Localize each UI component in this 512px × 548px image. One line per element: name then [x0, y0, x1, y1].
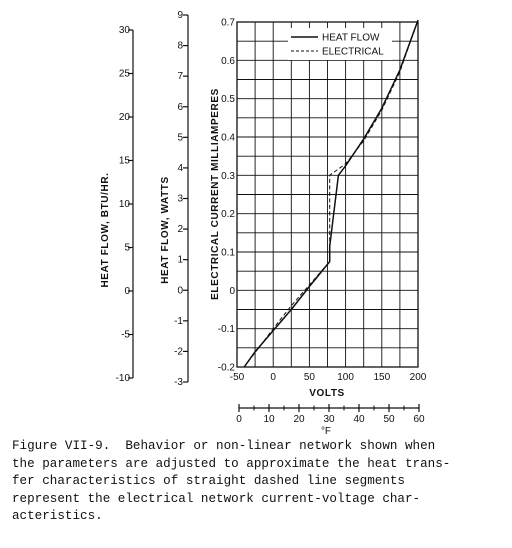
- btu-tick-label: -10: [116, 373, 131, 384]
- y-tick-label: 0.5: [221, 94, 235, 105]
- legend-label-electrical: ELECTRICAL: [322, 47, 384, 58]
- legend: HEAT FLOW ELECTRICAL: [288, 28, 392, 60]
- btu-tick-label: 30: [119, 25, 131, 36]
- watts-axis: 9 8 7 6 5 4 3 2 1 0 -1 -2 -3 HEAT FLOW, WATTS: [160, 10, 189, 388]
- watts-tick-label: -1: [174, 316, 183, 327]
- grid: [237, 22, 418, 367]
- y-tick-label: 0.1: [221, 248, 235, 259]
- y-tick-labels: -0.2 -0.1 0 0.1 0.2 0.3 0.4 0.5 0.6 0.7: [218, 18, 236, 374]
- watts-tick-label: 7: [177, 71, 183, 82]
- watts-tick-label: 0: [177, 285, 183, 296]
- watts-tick-label: 1: [177, 255, 183, 266]
- series-line-heat-flow: [243, 19, 419, 368]
- watts-tick-label: -2: [174, 346, 183, 357]
- legend-label-heat-flow: HEAT FLOW: [322, 33, 380, 44]
- btu-tick-label: 25: [119, 69, 131, 80]
- y-tick-label: -0.1: [218, 324, 236, 335]
- watts-tick-label: 3: [177, 194, 183, 205]
- btu-tick-label: -5: [121, 330, 130, 341]
- watts-axis-label: HEAT FLOW, WATTS: [160, 176, 171, 284]
- x-axis-label: VOLTS: [309, 388, 345, 399]
- series-line-electrical: [243, 19, 419, 368]
- fahrenheit-tick-label: 40: [353, 414, 365, 425]
- fahrenheit-axis-label: °F: [321, 426, 331, 437]
- x-tick-label: 50: [304, 372, 316, 383]
- watts-tick-label: -3: [174, 377, 183, 388]
- y-tick-label: 0.7: [221, 18, 235, 29]
- btu-axis-label: HEAT FLOW, BTU/HR.: [100, 172, 111, 287]
- btu-tick-label: 15: [119, 156, 131, 167]
- fahrenheit-tick-label: 50: [383, 414, 395, 425]
- fahrenheit-axis: 0 10 20 30 40 50 60 °F: [236, 404, 425, 437]
- fahrenheit-tick-label: 60: [413, 414, 425, 425]
- x-tick-label: 200: [410, 372, 427, 383]
- watts-tick-label: 5: [177, 132, 183, 143]
- fahrenheit-tick-label: 10: [263, 414, 275, 425]
- x-tick-label: 0: [270, 372, 276, 383]
- x-tick-labels: -50 0 50 100 150 200: [230, 372, 427, 383]
- series-layer: [243, 19, 419, 368]
- watts-tick-label: 9: [177, 10, 183, 21]
- btu-tick-label: 10: [119, 199, 131, 210]
- y-axis-label: ELECTRICAL CURRENT MILLIAMPERES: [210, 88, 221, 300]
- btu-tick-label: 20: [119, 112, 131, 123]
- watts-tick-label: 2: [177, 224, 183, 235]
- y-tick-label: 0.3: [221, 171, 235, 182]
- fahrenheit-tick-label: 20: [293, 414, 305, 425]
- plot-frame: [236, 21, 419, 368]
- y-tick-label: 0: [229, 286, 235, 297]
- y-tick-label: 0.6: [221, 56, 235, 67]
- x-tick-label: 150: [373, 372, 390, 383]
- fahrenheit-tick-label: 0: [236, 414, 242, 425]
- btu-tick-label: 5: [124, 243, 130, 254]
- watts-tick-label: 8: [177, 41, 183, 52]
- btu-axis: 30 25 20 15 10 5 0 -5 -10 HEAT FLOW, BTU/HR.: [100, 25, 134, 384]
- y-tick-label: -0.2: [218, 363, 236, 374]
- btu-tick-label: 0: [124, 286, 130, 297]
- y-tick-label: 0.4: [221, 133, 235, 144]
- fahrenheit-tick-label: 30: [323, 414, 335, 425]
- watts-tick-label: 6: [177, 102, 183, 113]
- y-tick-label: 0.2: [221, 209, 235, 220]
- figure-caption: Figure VII-9. Behavior or non-linear net…: [12, 439, 451, 524]
- x-tick-label: -50: [230, 372, 245, 383]
- x-tick-label: 100: [337, 372, 354, 383]
- watts-tick-label: 4: [177, 163, 183, 174]
